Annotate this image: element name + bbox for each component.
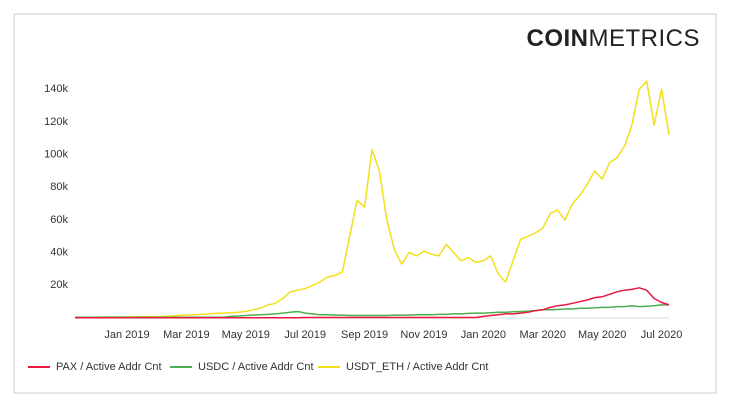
y-tick-label: 140k xyxy=(44,83,68,95)
line xyxy=(75,80,670,318)
x-tick-label: Jan 2019 xyxy=(104,329,149,341)
y-tick-label: 80k xyxy=(50,181,68,193)
x-tick-label: Jan 2020 xyxy=(461,329,506,341)
y-tick-label: 60k xyxy=(50,214,68,226)
x-tick-label: Jul 2020 xyxy=(641,329,683,341)
brand-light: METRICS xyxy=(589,25,701,52)
x-tick-label: Jul 2019 xyxy=(284,329,326,341)
legend-label: PAX / Active Addr Cnt xyxy=(56,361,162,373)
frame xyxy=(13,13,717,394)
y-tick-label: 100k xyxy=(44,148,68,160)
line xyxy=(75,287,670,319)
y-tick-label: 40k xyxy=(50,247,68,259)
line xyxy=(75,304,669,318)
x-tick-label: Sep 2019 xyxy=(341,329,388,341)
brand: COINMETRICS xyxy=(527,25,701,52)
x-tick-label: Mar 2020 xyxy=(520,329,566,341)
y-tick-label: 20k xyxy=(50,279,68,291)
y-tick-label: 120k xyxy=(44,116,68,128)
x-tick-label: Mar 2019 xyxy=(163,329,209,341)
x-tick-label: Nov 2019 xyxy=(400,329,447,341)
legend-label: USDC / Active Addr Cnt xyxy=(198,361,314,373)
brand-bold: COIN xyxy=(527,25,589,52)
x-tick-label: May 2019 xyxy=(222,329,270,341)
legend-label: USDT_ETH / Active Addr Cnt xyxy=(346,361,488,373)
x-tick-label: May 2020 xyxy=(578,329,626,341)
